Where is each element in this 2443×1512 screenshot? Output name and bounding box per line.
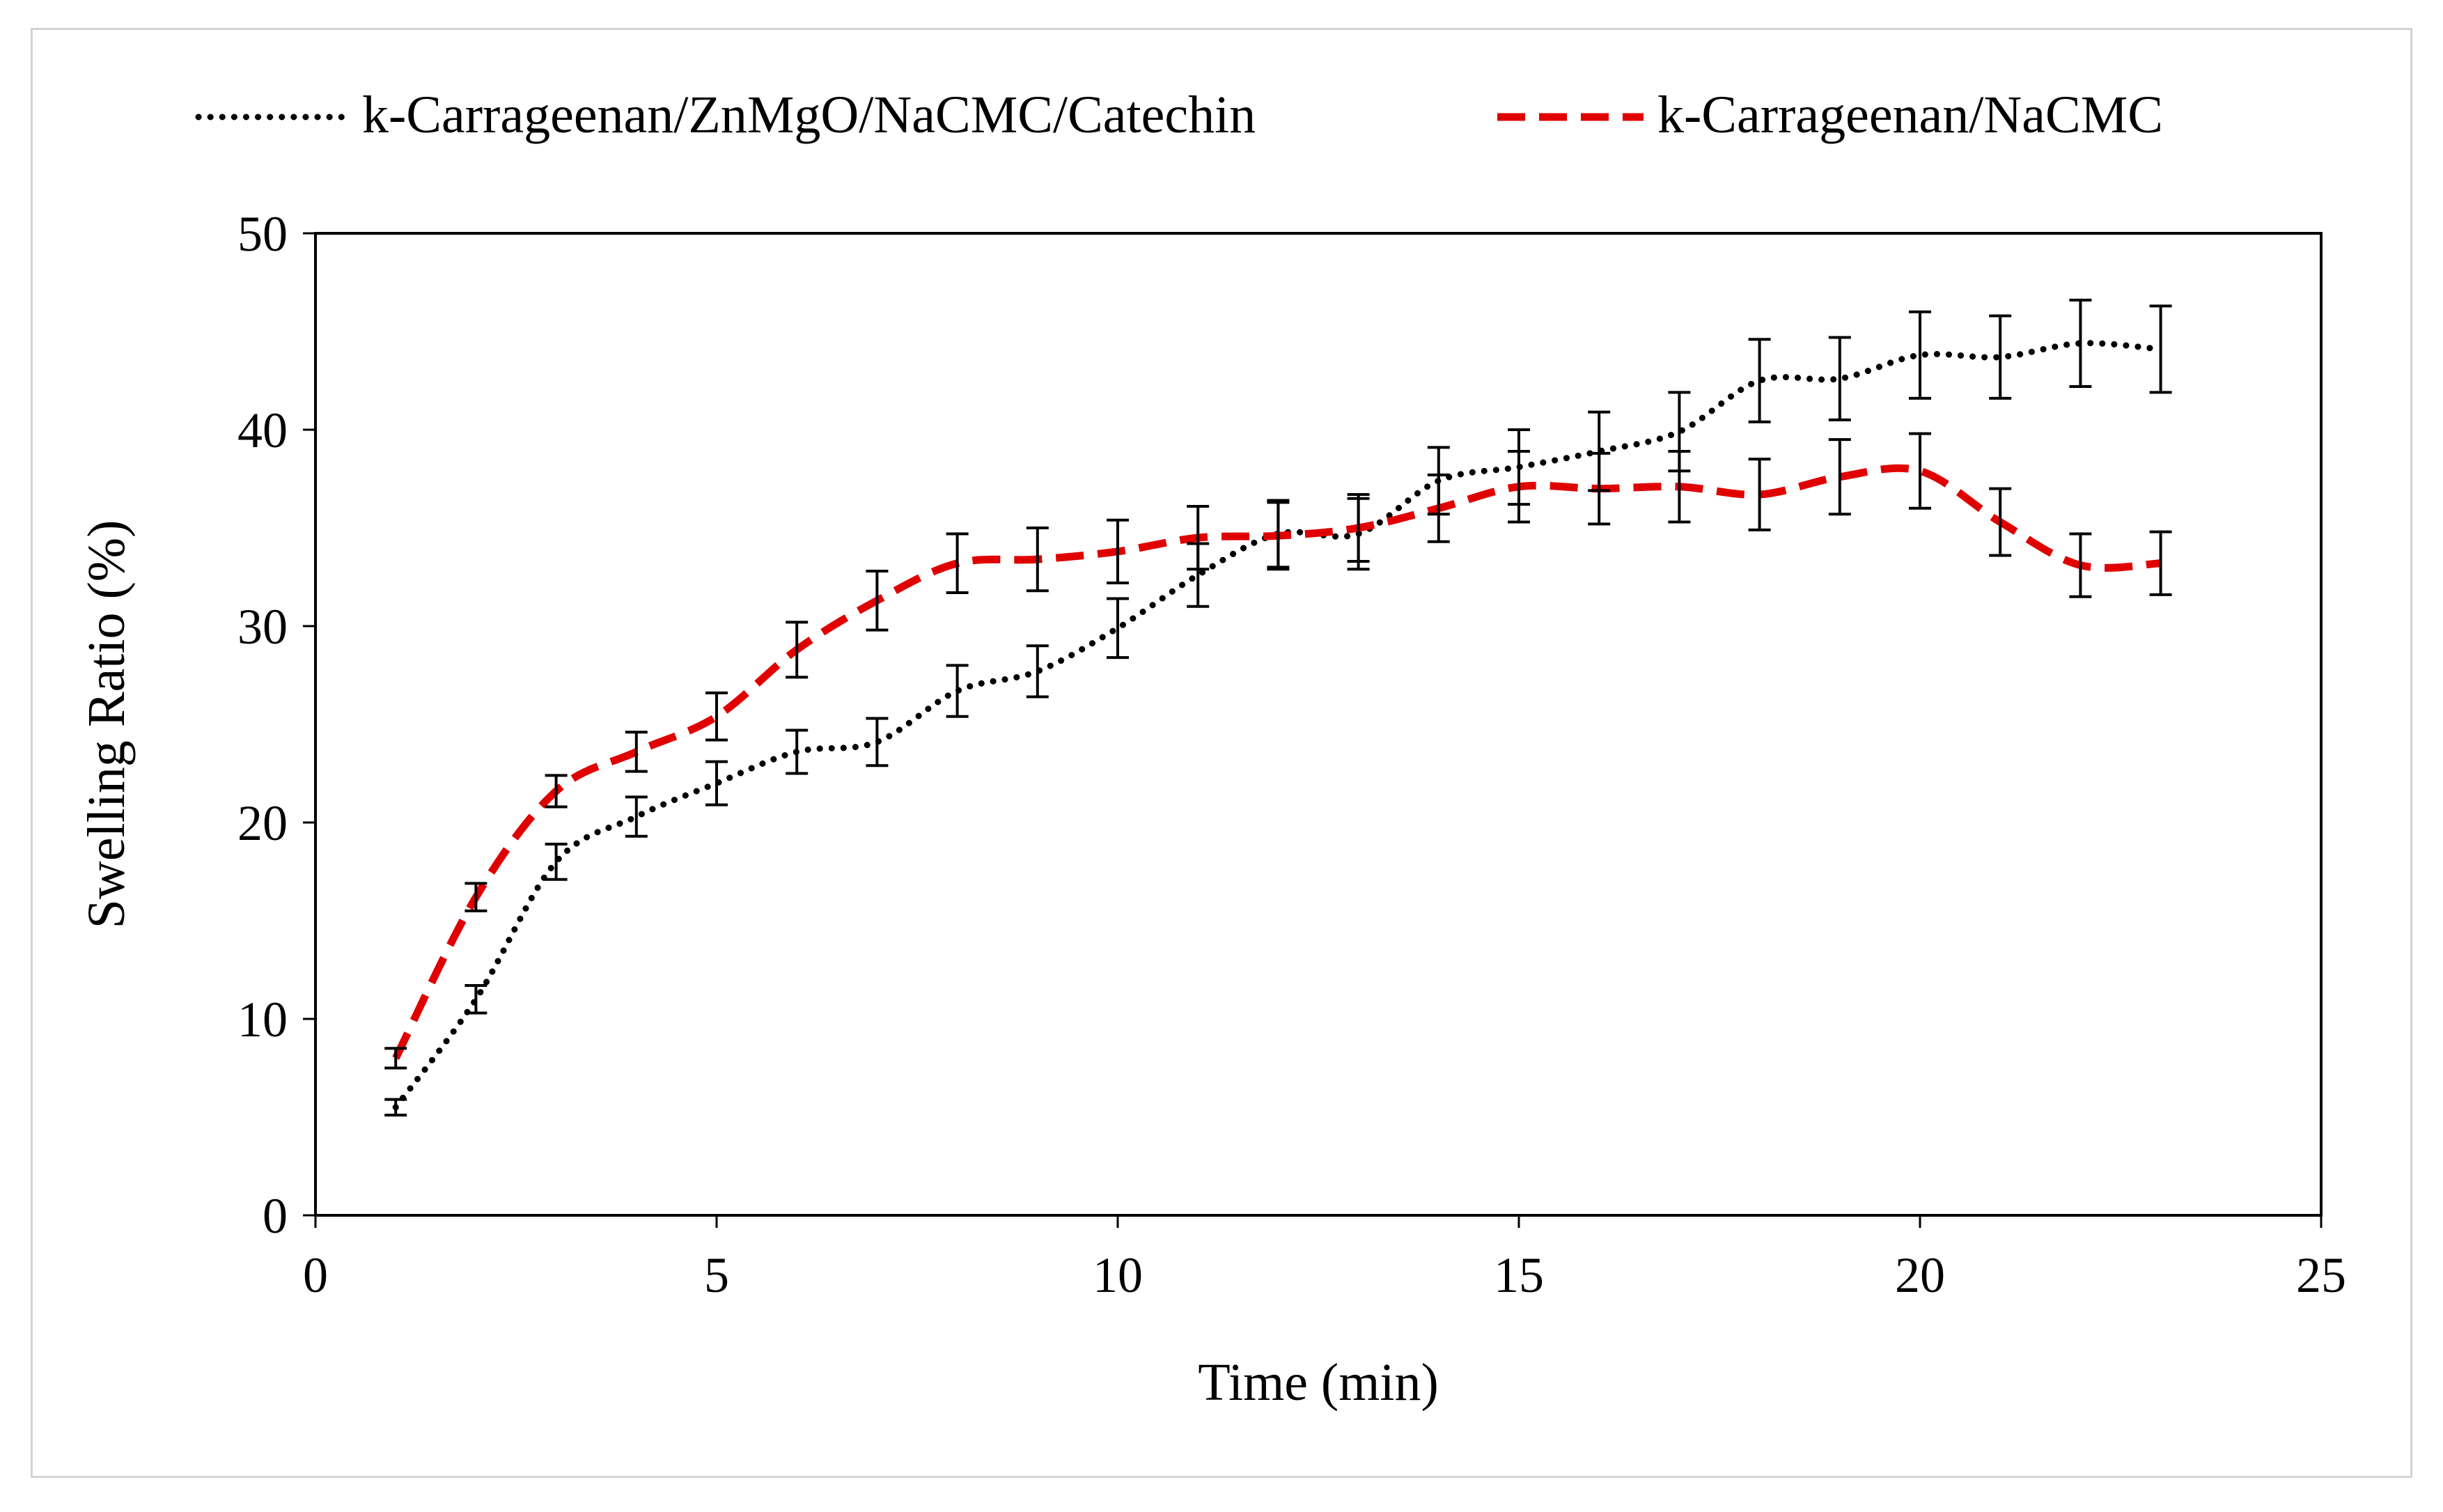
series-line-nacmc	[392, 464, 2161, 1060]
y-tick-label: 40	[237, 403, 288, 458]
error-bar	[625, 795, 648, 838]
error-bar	[1989, 314, 2012, 400]
error-bar	[1828, 336, 1851, 421]
legend-label-nacmc: k-Carrageenan/NaCMC	[1657, 86, 2163, 144]
error-bar	[1347, 493, 1370, 563]
error-bar	[1668, 450, 1691, 524]
x-tick-label: 15	[1494, 1247, 1544, 1303]
error-bar	[2069, 298, 2092, 388]
error-bar	[946, 532, 969, 595]
error-bar	[545, 843, 568, 881]
error-bar	[705, 760, 728, 806]
axis-ticks	[303, 232, 2323, 1228]
legend-label-catechin: k-Carrageenan/ZnMgO/NaCMC/Catechin	[362, 86, 1256, 144]
y-tick-label: 0	[263, 1188, 288, 1244]
error-bar	[1267, 501, 1290, 571]
error-bar	[866, 570, 889, 632]
error-bar	[384, 1098, 407, 1117]
error-bar	[1748, 458, 1771, 531]
error-bar	[384, 1047, 407, 1070]
error-bar	[1588, 451, 1611, 526]
series-lines	[392, 340, 2164, 1111]
error-bar	[946, 664, 969, 718]
y-tick-label: 10	[237, 992, 288, 1047]
error-bar	[1989, 487, 2012, 557]
error-bar	[786, 621, 809, 679]
y-tick-label: 30	[237, 599, 288, 655]
error-bar	[2149, 304, 2172, 394]
series-line-catechin	[392, 340, 2164, 1111]
error-bar	[1026, 644, 1049, 699]
error-bar	[1427, 473, 1450, 543]
x-tick-label: 0	[303, 1247, 328, 1303]
error-bar	[1026, 527, 1049, 593]
y-tick-label: 20	[237, 795, 288, 851]
x-tick-label: 25	[2296, 1247, 2346, 1303]
error-bar	[625, 731, 648, 773]
error-bar	[1508, 450, 1530, 524]
error-bar	[786, 728, 809, 775]
error-bar	[1909, 310, 1931, 400]
error-bars	[384, 298, 2172, 1117]
error-bar	[2069, 532, 2092, 598]
x-tick-label: 10	[1093, 1247, 1143, 1303]
error-bar	[1107, 518, 1129, 584]
error-bar	[705, 691, 728, 742]
x-axis-label: Time (min)	[1198, 1353, 1439, 1412]
error-bar	[1909, 432, 1931, 510]
error-bar	[1748, 338, 1771, 423]
error-bar	[1187, 504, 1210, 571]
error-bar	[2149, 530, 2172, 596]
error-bar	[465, 984, 487, 1015]
error-bar	[1828, 438, 1851, 516]
chart-frame	[31, 28, 2412, 1478]
y-axis-label: Swelling Ratio (%)	[77, 520, 136, 929]
plot-area	[314, 232, 2323, 1217]
error-bar	[866, 717, 889, 767]
legend: k-Carrageenan/ZnMgO/NaCMC/Catechin k-Car…	[195, 86, 2163, 144]
y-tick-label: 50	[237, 206, 288, 262]
error-bar	[1107, 597, 1129, 660]
x-tick-label: 20	[1895, 1247, 1945, 1303]
x-tick-label: 5	[704, 1247, 729, 1303]
axis-tick-labels: 0 5 10 15 20 25 0 10 20 30 40 50	[237, 206, 2346, 1303]
error-bar	[465, 882, 487, 912]
error-bar	[545, 774, 568, 809]
